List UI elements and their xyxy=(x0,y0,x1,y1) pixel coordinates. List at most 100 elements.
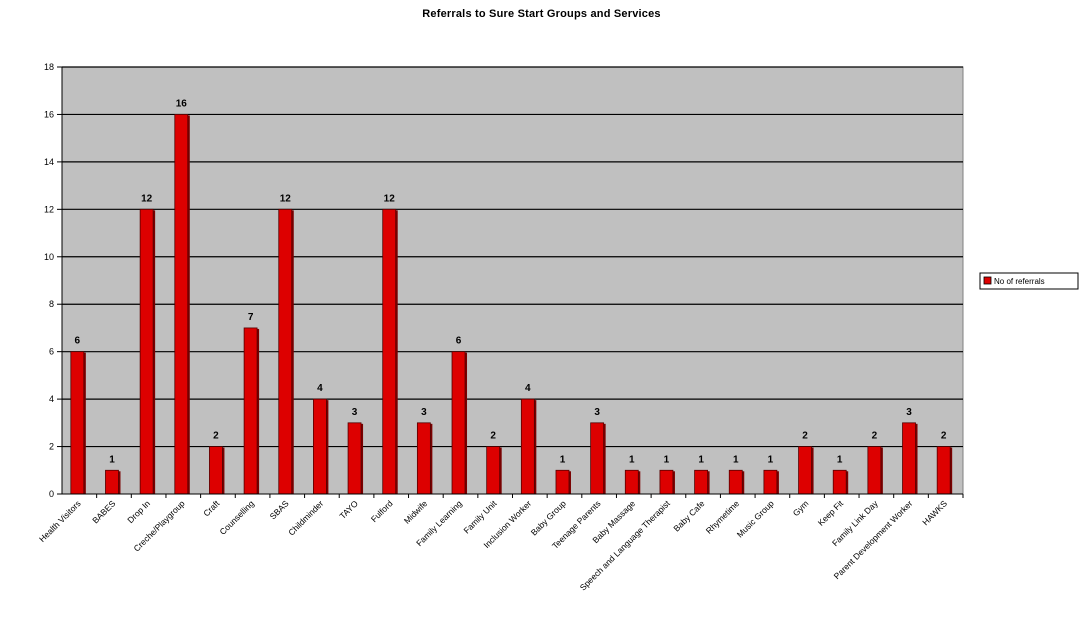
bar-shadow xyxy=(880,447,883,494)
data-label: 2 xyxy=(490,431,496,442)
category-label: Midwife xyxy=(402,498,430,526)
bar-shadow xyxy=(291,210,294,495)
bar-shadow xyxy=(534,400,537,494)
bar xyxy=(798,446,812,495)
bar-shadow xyxy=(153,210,156,495)
bar-shadow xyxy=(499,447,502,494)
bar-shadow xyxy=(187,115,190,494)
data-label: 1 xyxy=(768,454,774,465)
bar-shadow xyxy=(950,447,953,494)
y-tick-label: 8 xyxy=(49,299,54,309)
data-label: 4 xyxy=(317,383,323,394)
category-label: Counselling xyxy=(218,498,257,537)
bar-shadow xyxy=(395,210,398,495)
y-tick-label: 18 xyxy=(44,62,54,72)
bar-shadow xyxy=(430,423,433,494)
bar-shadow xyxy=(222,447,225,494)
data-label: 1 xyxy=(837,454,843,465)
bar xyxy=(936,446,951,495)
category-label: Childminder xyxy=(286,498,325,537)
category-label: Keep Fit xyxy=(816,498,846,528)
bar xyxy=(832,469,847,495)
bar xyxy=(520,398,535,495)
bar xyxy=(624,469,639,495)
data-label: 6 xyxy=(75,336,81,347)
bar xyxy=(174,114,189,495)
bar xyxy=(139,208,154,495)
bar xyxy=(902,422,916,495)
gridlines xyxy=(62,66,963,448)
bar-shadow xyxy=(742,471,745,494)
bar-shadow xyxy=(361,423,364,494)
category-label: HAWKS xyxy=(920,498,949,527)
data-label: 1 xyxy=(109,454,115,465)
bar xyxy=(278,208,293,495)
bar-shadow xyxy=(846,471,849,494)
data-label: 2 xyxy=(941,431,947,442)
category-label: SBAS xyxy=(268,498,291,521)
bar xyxy=(382,208,397,495)
y-tick-label: 14 xyxy=(44,157,54,167)
y-tick-label: 6 xyxy=(49,347,54,357)
bar-shadow xyxy=(83,352,86,494)
y-tick-label: 2 xyxy=(49,442,54,452)
data-label: 3 xyxy=(421,407,427,418)
data-label: 1 xyxy=(560,454,566,465)
bar-shadow xyxy=(118,471,121,494)
legend-box xyxy=(979,272,1079,290)
bar-shadow xyxy=(776,471,779,494)
legend-label: No of referrals xyxy=(994,277,1045,286)
bar-shadow xyxy=(672,471,675,494)
y-tick-label: 10 xyxy=(44,252,54,262)
category-label: Gym xyxy=(791,498,811,518)
category-label: TAYO xyxy=(337,498,360,521)
bar-shadow xyxy=(568,471,571,494)
bar xyxy=(590,422,605,495)
bar xyxy=(694,469,708,495)
data-label: 16 xyxy=(176,98,188,109)
y-tick-label: 0 xyxy=(49,489,54,499)
plot-area xyxy=(61,66,964,495)
data-label: 1 xyxy=(664,454,670,465)
bar-shadow xyxy=(638,471,641,494)
category-label: BABES xyxy=(90,498,117,525)
data-label: 1 xyxy=(698,454,704,465)
data-label: 6 xyxy=(456,336,462,347)
bar xyxy=(763,469,778,495)
bar-shadow xyxy=(326,400,329,494)
y-tick-label: 16 xyxy=(44,109,54,119)
bar-shadow xyxy=(465,352,468,494)
bar xyxy=(451,351,466,495)
legend: No of referrals xyxy=(979,272,1079,290)
bar xyxy=(416,422,431,495)
data-label: 3 xyxy=(594,407,600,418)
data-label: 12 xyxy=(141,193,153,204)
legend-swatch xyxy=(983,276,992,285)
bar xyxy=(209,446,223,495)
x-axis: Health Visitors BABES Drop InCreche/Playgr… xyxy=(37,493,964,593)
data-label: 4 xyxy=(525,383,531,394)
bar-shadow xyxy=(707,471,710,494)
data-label: 2 xyxy=(802,431,808,442)
bar xyxy=(867,446,882,495)
bar xyxy=(555,469,570,495)
bar xyxy=(313,398,327,495)
bar-shadow xyxy=(915,423,918,494)
category-label: Baby Cafe xyxy=(671,498,706,533)
chart-title: Referrals to Sure Start Groups and Servi… xyxy=(422,8,661,20)
data-label: 12 xyxy=(280,193,292,204)
data-label: 2 xyxy=(872,431,878,442)
data-label: 3 xyxy=(352,407,358,418)
data-label: 1 xyxy=(733,454,739,465)
bar-shadow xyxy=(603,423,606,494)
bar xyxy=(659,469,674,495)
bar xyxy=(728,469,743,495)
data-label: 7 xyxy=(248,312,254,323)
data-label: 3 xyxy=(906,407,912,418)
bar xyxy=(486,446,501,495)
bar-shadow xyxy=(811,447,814,494)
data-label: 12 xyxy=(384,193,396,204)
bar-shadow xyxy=(257,328,260,494)
